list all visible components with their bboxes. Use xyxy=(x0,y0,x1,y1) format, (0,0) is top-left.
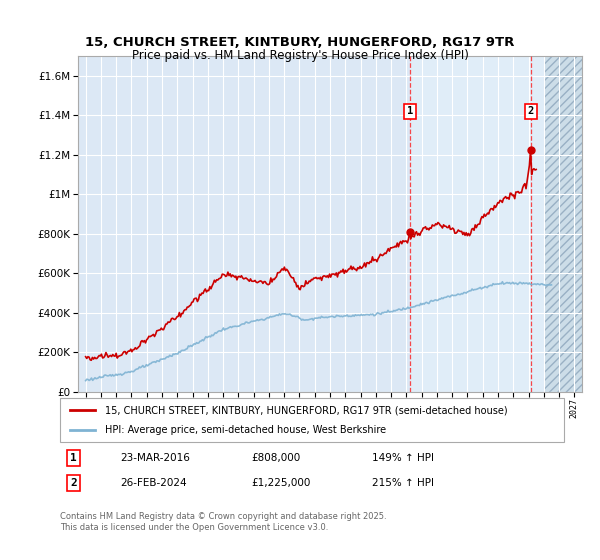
Text: 15, CHURCH STREET, KINTBURY, HUNGERFORD, RG17 9TR: 15, CHURCH STREET, KINTBURY, HUNGERFORD,… xyxy=(85,36,515,49)
Bar xyxy=(410,56,544,392)
Text: 149% ↑ HPI: 149% ↑ HPI xyxy=(373,453,434,463)
Text: 1: 1 xyxy=(407,106,413,116)
Text: £1,225,000: £1,225,000 xyxy=(251,478,311,488)
Text: 23-MAR-2016: 23-MAR-2016 xyxy=(121,453,190,463)
Text: 1: 1 xyxy=(70,453,77,463)
Text: HPI: Average price, semi-detached house, West Berkshire: HPI: Average price, semi-detached house,… xyxy=(106,425,386,435)
Text: Price paid vs. HM Land Registry's House Price Index (HPI): Price paid vs. HM Land Registry's House … xyxy=(131,49,469,62)
Text: 2: 2 xyxy=(70,478,77,488)
Text: Contains HM Land Registry data © Crown copyright and database right 2025.
This d: Contains HM Land Registry data © Crown c… xyxy=(60,512,386,532)
FancyBboxPatch shape xyxy=(60,398,564,442)
Text: 15, CHURCH STREET, KINTBURY, HUNGERFORD, RG17 9TR (semi-detached house): 15, CHURCH STREET, KINTBURY, HUNGERFORD,… xyxy=(106,405,508,415)
Text: 26-FEB-2024: 26-FEB-2024 xyxy=(121,478,187,488)
Text: 2: 2 xyxy=(528,106,534,116)
Text: £808,000: £808,000 xyxy=(251,453,301,463)
Text: 215% ↑ HPI: 215% ↑ HPI xyxy=(373,478,434,488)
Bar xyxy=(544,56,582,392)
